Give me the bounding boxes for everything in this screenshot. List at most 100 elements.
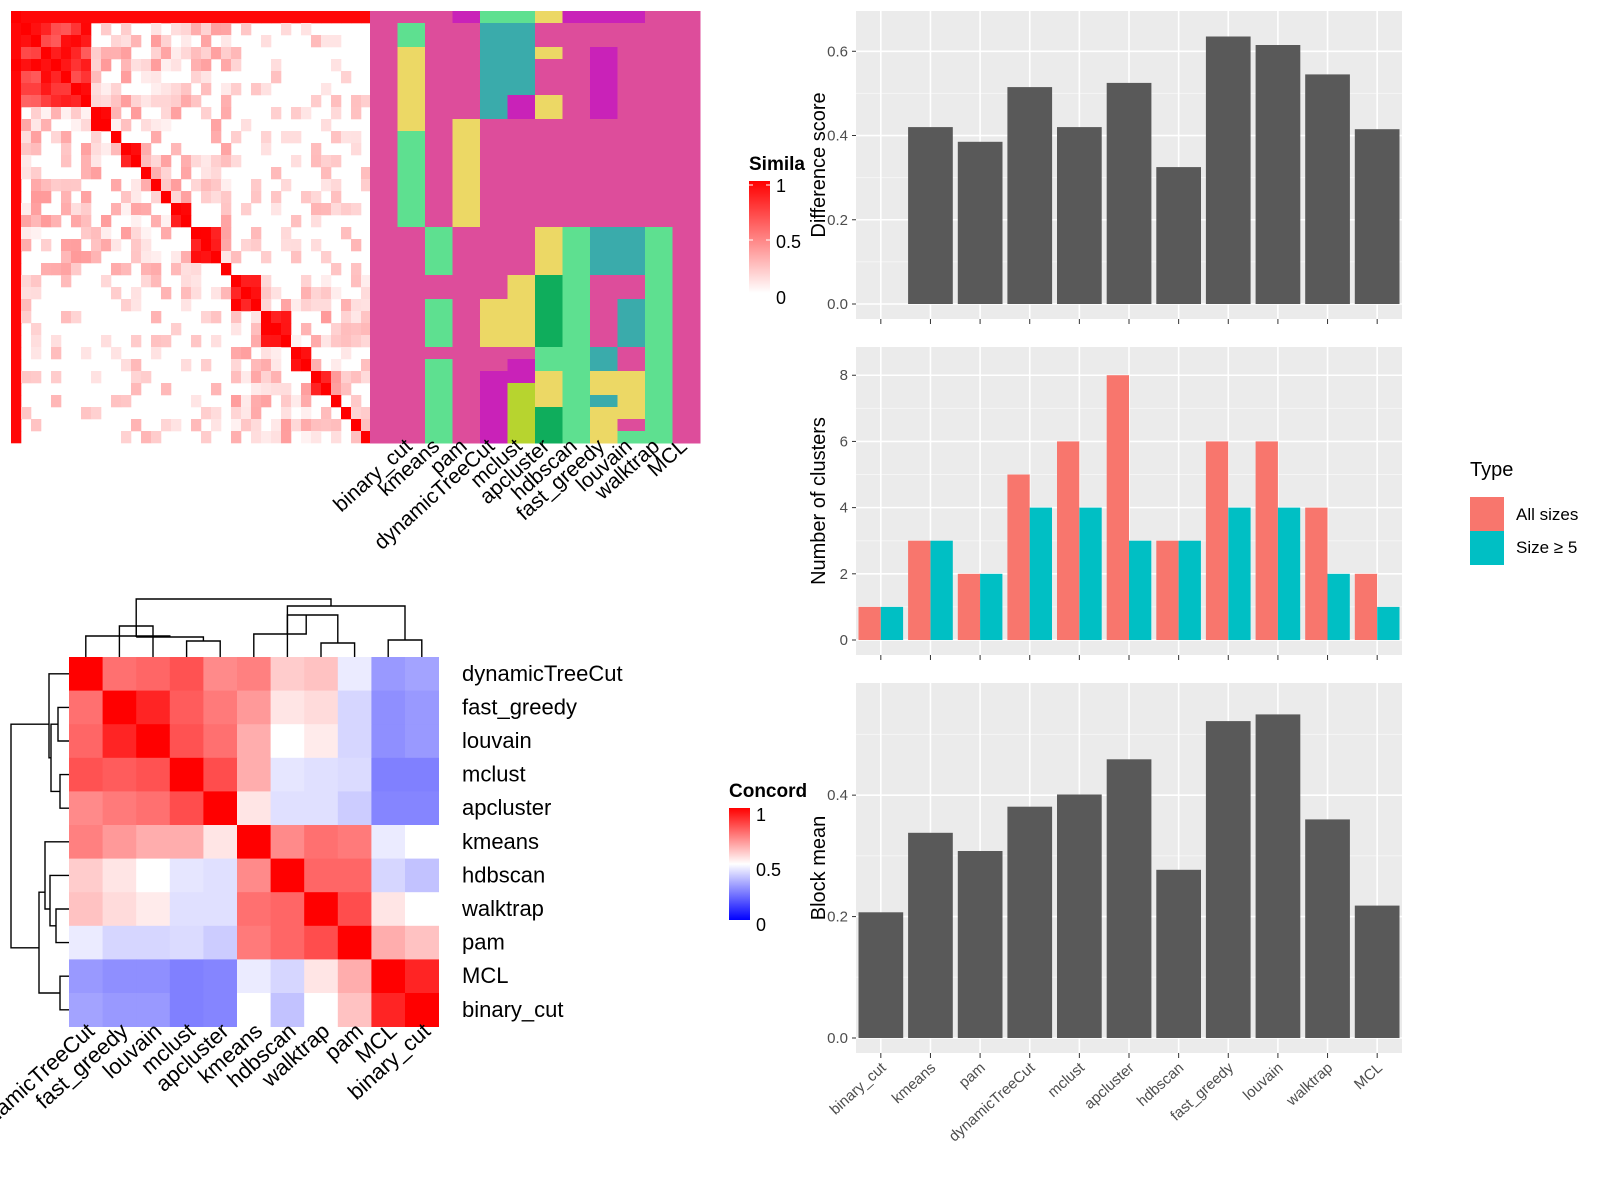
- similarity-cell: [231, 431, 242, 444]
- similarity-cell: [201, 431, 212, 444]
- similarity-cell: [71, 71, 82, 84]
- concordance-cell: [337, 892, 372, 927]
- similarity-cell: [111, 107, 122, 120]
- similarity-cell: [151, 251, 162, 264]
- similarity-cell: [171, 215, 182, 228]
- similarity-cell: [41, 119, 52, 132]
- similarity-cell: [181, 275, 192, 288]
- concordance-cell: [102, 724, 137, 759]
- similarity-cell: [11, 143, 22, 156]
- similarity-cell: [291, 419, 302, 432]
- similarity-cell: [111, 347, 122, 360]
- similarity-cell: [11, 131, 22, 144]
- similarity-cell: [351, 95, 362, 108]
- concordance-cell: [169, 993, 204, 1027]
- class-cell: [535, 23, 563, 48]
- similarity-cell: [21, 299, 32, 312]
- similarity-cell: [181, 23, 192, 36]
- similarity-cell: [341, 131, 352, 144]
- similarity-cell: [271, 347, 282, 360]
- similarity-cell: [21, 95, 32, 108]
- similarity-cell: [301, 287, 312, 300]
- similarity-cell: [191, 179, 202, 192]
- similarity-cell: [61, 71, 72, 84]
- similarity-cell: [141, 95, 152, 108]
- similarity-cell: [151, 35, 162, 48]
- similarity-cell: [251, 311, 262, 324]
- similarity-cell: [241, 11, 252, 24]
- similarity-cell: [51, 347, 62, 360]
- similarity-cell: [161, 335, 172, 348]
- concordance-cell: [203, 959, 238, 994]
- similarity-cell: [301, 299, 312, 312]
- similarity-cell: [291, 251, 302, 264]
- similarity-cell: [261, 311, 272, 324]
- dendrogram-branch: [185, 640, 221, 657]
- similarity-cell: [31, 59, 42, 72]
- similarity-cell: [81, 83, 92, 96]
- similarity-cell: [21, 59, 32, 72]
- concordance-legend-bar: [729, 808, 750, 920]
- similarity-cell: [211, 227, 222, 240]
- similarity-cell: [351, 239, 362, 252]
- concordance-cell: [136, 858, 171, 893]
- similarity-cell: [331, 35, 342, 48]
- similarity-cell: [11, 371, 22, 384]
- similarity-cell: [321, 287, 332, 300]
- bar: [1156, 167, 1201, 304]
- similarity-cell: [331, 383, 342, 396]
- similarity-cell: [301, 395, 312, 408]
- similarity-cell: [31, 95, 42, 108]
- similarity-cell: [221, 203, 232, 216]
- concordance-cell: [169, 925, 204, 960]
- similarity-cell: [311, 11, 322, 24]
- similarity-cell: [81, 143, 92, 156]
- bar: [1178, 540, 1201, 640]
- concordance-cell: [136, 724, 171, 759]
- concordance-cell: [69, 825, 103, 859]
- similarity-cell: [241, 395, 252, 408]
- bar: [1205, 441, 1229, 640]
- similarity-cell: [251, 335, 262, 348]
- class-cell: [645, 11, 673, 228]
- bar: [1079, 507, 1102, 640]
- concordance-cell: [169, 825, 204, 859]
- similarity-cell: [51, 395, 62, 408]
- y-axis-label: Block mean: [808, 816, 830, 921]
- bar: [1354, 573, 1378, 640]
- concordance-cell: [102, 757, 137, 792]
- similarity-cell: [61, 95, 72, 108]
- similarity-cell: [331, 359, 342, 372]
- concordance-legend-tick: 1: [756, 805, 766, 825]
- similarity-cell: [311, 287, 322, 300]
- concordance-cell: [405, 925, 439, 960]
- y-tick-label: 0.4: [827, 128, 848, 145]
- similarity-cell: [341, 323, 352, 336]
- class-cell: [617, 299, 646, 348]
- similarity-cell: [271, 383, 282, 396]
- similarity-cell: [61, 107, 72, 120]
- similarity-cell: [221, 191, 232, 204]
- similarity-cell: [151, 347, 162, 360]
- difference-score-panel: 0.0 0.2 0.4 0.6 Difference score: [808, 11, 1402, 324]
- similarity-cell: [351, 335, 362, 348]
- similarity-cell: [11, 239, 22, 252]
- similarity-cell: [211, 383, 222, 396]
- similarity-cell: [61, 35, 72, 48]
- concordance-cell: [337, 858, 372, 893]
- similarity-cell: [11, 179, 22, 192]
- similarity-cell: [251, 83, 262, 96]
- similarity-cell: [21, 119, 32, 132]
- similarity-cell: [31, 335, 42, 348]
- similarity-cell: [101, 215, 112, 228]
- similarity-cell: [351, 311, 362, 324]
- similarity-cell: [31, 179, 42, 192]
- similarity-cell: [81, 107, 92, 120]
- bar: [1205, 721, 1251, 1038]
- bar: [1106, 759, 1152, 1038]
- similarity-cell: [271, 311, 282, 324]
- similarity-cell: [151, 95, 162, 108]
- similarity-cell: [331, 131, 342, 144]
- similarity-cell: [11, 335, 22, 348]
- similarity-cell: [231, 299, 242, 312]
